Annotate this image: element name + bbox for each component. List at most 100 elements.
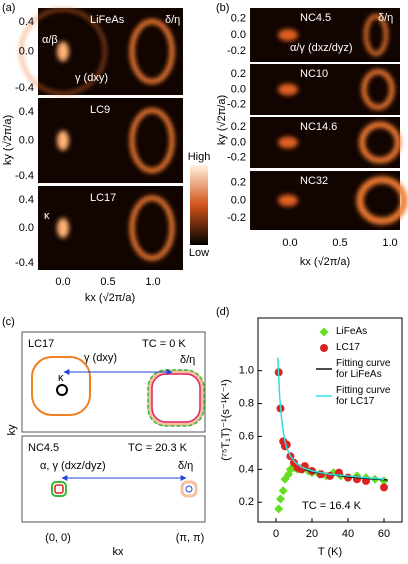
- y-tick-label: 0.0: [19, 45, 34, 57]
- intensity: [278, 29, 298, 41]
- k-point: (0, 0): [45, 532, 71, 544]
- band: κ: [58, 372, 64, 384]
- pocket: [56, 384, 68, 396]
- frame: [21, 435, 206, 523]
- y-tick-label: 0.4: [19, 106, 34, 118]
- axis-label: ky: [6, 424, 18, 436]
- y-tick-label: 0.4: [239, 463, 254, 475]
- y-tick-label: -0.2: [227, 45, 246, 57]
- y-tick-label: 0.0: [231, 29, 246, 41]
- map-label: LiFeAs: [90, 14, 125, 26]
- x-tick-label: 40: [342, 528, 354, 540]
- y-tick-label: 0.4: [19, 16, 34, 28]
- axis-label: kx (√2π/a): [85, 292, 135, 304]
- intensity: [278, 83, 298, 96]
- legend-label: LiFeAs: [336, 326, 368, 337]
- panel-label: (c): [2, 316, 15, 328]
- tc: TC = 0 K: [142, 338, 186, 350]
- annotation: α/β: [42, 34, 58, 46]
- legend-swatch: [316, 395, 332, 397]
- intensity: [19, 8, 107, 95]
- legend-label: LC17: [336, 342, 360, 353]
- axis-label: ky (√2π/a): [216, 95, 228, 145]
- axis-label: kx: [113, 546, 125, 558]
- x-tick-label: 0.0: [282, 237, 297, 249]
- colorbar-label: High: [188, 151, 211, 163]
- intensity: [129, 195, 175, 261]
- pocket: [185, 485, 193, 493]
- fit-curve: [277, 357, 385, 480]
- legend-label: Fitting curve for LC17: [336, 385, 391, 407]
- legend-entry: LC17: [316, 342, 404, 353]
- y-tick-label: 0.2: [231, 13, 246, 25]
- legend-swatch: [319, 327, 329, 336]
- panel-label: (a): [2, 2, 15, 14]
- tc: TC = 20.3 K: [128, 442, 188, 454]
- band: δ/η: [178, 460, 193, 472]
- map-label: NC10: [300, 68, 328, 80]
- y-tick-label: 0.0: [19, 134, 34, 146]
- intensity: [57, 130, 69, 151]
- intensity: [278, 136, 298, 149]
- x-tick-label: 0.5: [332, 237, 347, 249]
- map-label: LC9: [90, 104, 110, 116]
- axis-label: kx (√2π/a): [300, 256, 350, 268]
- legend-marker: [320, 343, 328, 352]
- y-tick-label: 1.0: [239, 365, 254, 377]
- map-label: NC32: [300, 175, 328, 187]
- y-tick-label: 0.0: [231, 83, 246, 95]
- y-tick-label: -0.4: [15, 82, 34, 94]
- legend: LiFeAs LC17 Fitting curve for LiFeAs Fittin…: [316, 326, 404, 412]
- panel-label: (b): [216, 2, 229, 14]
- point: [276, 494, 285, 504]
- y-tick-label: 0.2: [239, 496, 254, 508]
- point: [274, 504, 284, 514]
- intensity: [364, 14, 388, 56]
- panel-d: (d) 0 20 40 60 0.2 0.4 0.6 0.8 1.0 T (K) (⁷⁵T₁T)⁻¹(…: [216, 306, 403, 558]
- colorbar: [190, 165, 208, 245]
- annotation: γ (dxy): [75, 72, 108, 84]
- map-label: NC4.5: [300, 12, 331, 24]
- panel-label: (d): [216, 306, 229, 318]
- axis-label: T (K): [318, 546, 342, 558]
- x-tick-label: 0.0: [55, 276, 70, 288]
- legend-entry: Fitting curve for LC17: [316, 385, 404, 407]
- legend-entry: Fitting curve for LiFeAs: [316, 358, 404, 380]
- legend-label: Fitting curve for LiFeAs: [336, 358, 391, 380]
- panel-c: (c) LC17 TC = 0 K γ (dxy) δ/η κ NC4.5 TC…: [2, 316, 206, 558]
- band: γ (dxy): [84, 352, 117, 364]
- y-tick-label: -0.2: [227, 152, 246, 164]
- panel-a: (a) LiFeAs 0.4 0.0 -0.4 LC9 0.4 0.0 -0.4 LC17 0.4 0…: [2, 2, 210, 304]
- pocket: [147, 369, 205, 427]
- sample: LC17: [28, 338, 54, 350]
- axis-label: ky (√2π/a): [2, 115, 14, 165]
- pocket: [147, 369, 205, 427]
- pocket: [31, 356, 91, 416]
- map-label: NC14.6: [300, 121, 337, 133]
- intensity: [278, 194, 298, 207]
- axis-label: (⁷⁵T₁T)⁻¹(s⁻¹K⁻¹): [220, 379, 232, 461]
- band: α, γ (dxz/dyz): [40, 460, 106, 472]
- intensity: [356, 176, 408, 225]
- legend-swatch: [320, 343, 328, 352]
- pocket: [180, 480, 198, 498]
- k-point: (π, π): [176, 532, 205, 544]
- annotation: κ: [44, 210, 50, 222]
- sample: NC4.5: [28, 442, 59, 454]
- y-tick-label: -0.2: [227, 212, 246, 224]
- pocket: [54, 484, 64, 494]
- y-tick-label: -0.2: [227, 99, 246, 111]
- panel-b: (b) NC4.5 0.2 0.0 -0.2 NC10 0.2 0.0 -0.2 NC14.6 0.…: [216, 2, 408, 268]
- annotation: δ/η: [378, 12, 393, 24]
- plot-frame: [257, 317, 403, 523]
- y-tick-label: 0.0: [231, 194, 246, 206]
- y-tick-label: 0.0: [19, 222, 34, 234]
- intensity: [361, 69, 395, 110]
- y-tick-label: -0.4: [15, 257, 34, 269]
- x-tick-label: 60: [378, 528, 390, 540]
- x-tick-label: 0.5: [100, 276, 115, 288]
- x-tick-label: 0: [273, 528, 279, 540]
- point: [278, 486, 288, 496]
- annotation: TC = 16.4 K: [302, 500, 362, 512]
